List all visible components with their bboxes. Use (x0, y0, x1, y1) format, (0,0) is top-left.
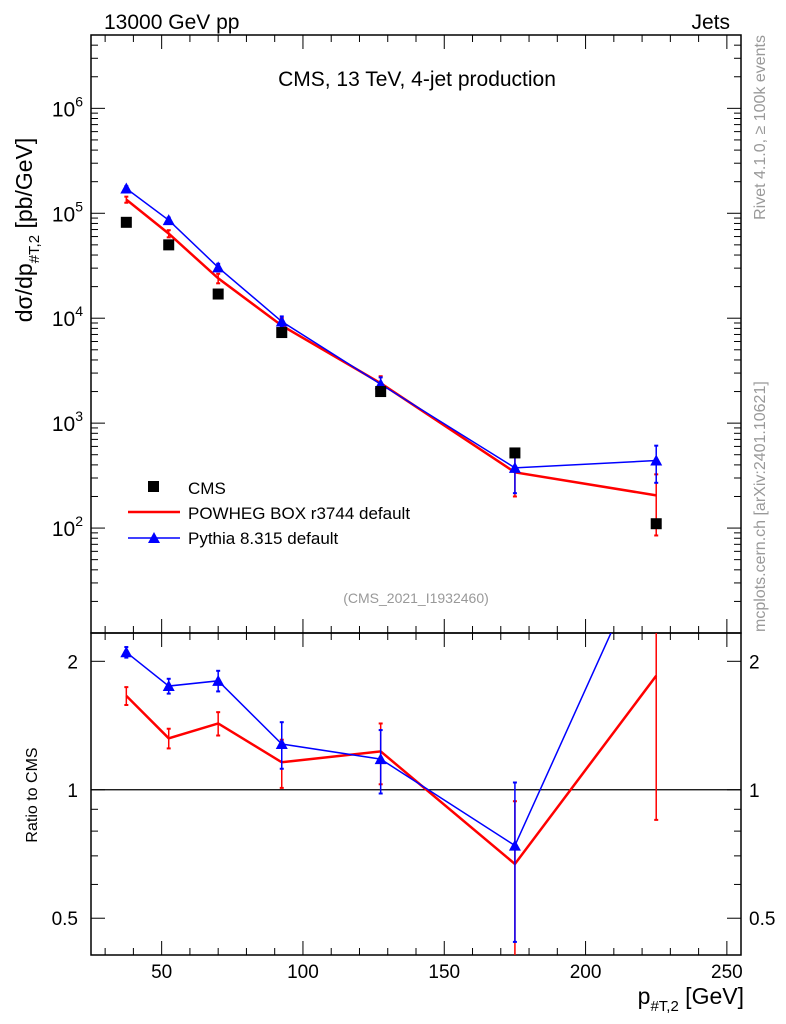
pythia-marker (212, 261, 225, 273)
y-tick-label-exponent: 5 (75, 198, 83, 214)
series-line-powheg (125, 198, 657, 497)
series-line-pythia (125, 187, 657, 469)
main-plot-content (120, 182, 663, 537)
pythia-ratio-marker (374, 753, 387, 765)
x-tick-label: 50 (151, 962, 172, 983)
y-tick-label: 106 (52, 93, 83, 121)
cms-data-point (212, 288, 224, 300)
legend-marker-pythia (148, 532, 160, 543)
pythia-marker (275, 315, 288, 327)
x-axis-label: p#T,2 [GeV] (638, 983, 744, 1015)
ratio-y-tick-label-right: 1 (749, 781, 760, 802)
rivet-version-label: Rivet 4.1.0, ≥ 100k events (752, 35, 769, 220)
y-axis-label-unit: [pb/GeV] (11, 138, 37, 235)
legend-label-pythia: Pythia 8.315 default (188, 529, 339, 548)
ratio-panel-frame (90, 632, 742, 956)
y-tick-label: 102 (52, 513, 83, 541)
ratio-y-tick-label-left: 0.5 (52, 909, 78, 930)
pythia-ratio-marker (120, 646, 133, 658)
ratio-y-axis-label: Ratio to CMS (24, 747, 41, 842)
pythia-ratio-marker (162, 680, 175, 692)
ratio-y-tick-label-right: 2 (749, 652, 760, 673)
y-tick-label-base: 10 (52, 308, 75, 331)
y-tick-label-exponent: 6 (75, 93, 83, 109)
pythia-marker (650, 454, 663, 466)
y-tick-label: 104 (52, 303, 83, 331)
legend-label-cms: CMS (188, 479, 226, 498)
y-tick-label-exponent: 3 (75, 408, 83, 424)
process-label: Jets (691, 11, 730, 34)
mcplots-reference-label: mcplots.cern.ch [arXiv:2401.10621] (752, 381, 769, 632)
pythia-marker (508, 461, 521, 473)
pythia-ratio-marker (212, 674, 225, 686)
x-tick-label: 250 (711, 962, 743, 983)
cms-data-point (650, 518, 662, 530)
cms-data-point (375, 386, 387, 398)
ratio-plot-content (91, 633, 741, 955)
ratio-y-tick-label-left: 1 (67, 781, 78, 802)
y-axis-label: dσ/dp#T,2 [pb/GeV] (11, 138, 43, 323)
x-tick-label: 150 (428, 962, 460, 983)
y-axis-label-main: dσ/dp (11, 263, 37, 322)
y-tick-label: 103 (52, 408, 83, 436)
legend: CMS POWHEG BOX r3744 default Pythia 8.31… (128, 479, 410, 548)
pythia-marker (120, 182, 133, 194)
x-axis-label-main: p (638, 983, 651, 1009)
x-axis-label-unit: [GeV] (679, 983, 744, 1009)
y-tick-label: 105 (52, 198, 83, 226)
ratio-y-tick-label-left: 2 (67, 652, 78, 673)
x-tick-label: 100 (287, 962, 319, 983)
ratio-line-powheg (125, 675, 658, 866)
pythia-marker (162, 214, 175, 226)
legend-marker-cms (148, 481, 159, 492)
cms-data-point (120, 216, 132, 228)
energy-label: 13000 GeV pp (104, 11, 239, 34)
y-tick-label-exponent: 4 (75, 303, 83, 319)
cms-data-point (163, 239, 175, 251)
x-axis-label-subscript: #T,2 (650, 998, 678, 1015)
pythia-ratio-marker (275, 738, 288, 750)
ratio-y-tick-label-right: 0.5 (749, 909, 775, 930)
pythia-ratio-marker (508, 839, 521, 851)
y-tick-label-base: 10 (52, 98, 75, 121)
legend-label-powheg: POWHEG BOX r3744 default (188, 504, 410, 523)
cms-data-point (276, 327, 288, 339)
y-axis-label-subscript: #T,2 (26, 235, 43, 263)
y-tick-label-exponent: 2 (75, 513, 83, 529)
chart-title: CMS, 13 TeV, 4-jet production (278, 68, 556, 91)
x-tick-label: 200 (570, 962, 602, 983)
cms-data-point (509, 447, 521, 459)
analysis-id: (CMS_2021_I1932460) (343, 590, 489, 606)
y-tick-label-base: 10 (52, 413, 75, 436)
y-tick-label-base: 10 (52, 203, 75, 226)
y-tick-label-base: 10 (52, 518, 75, 541)
ratio-line-pythia (125, 633, 612, 847)
